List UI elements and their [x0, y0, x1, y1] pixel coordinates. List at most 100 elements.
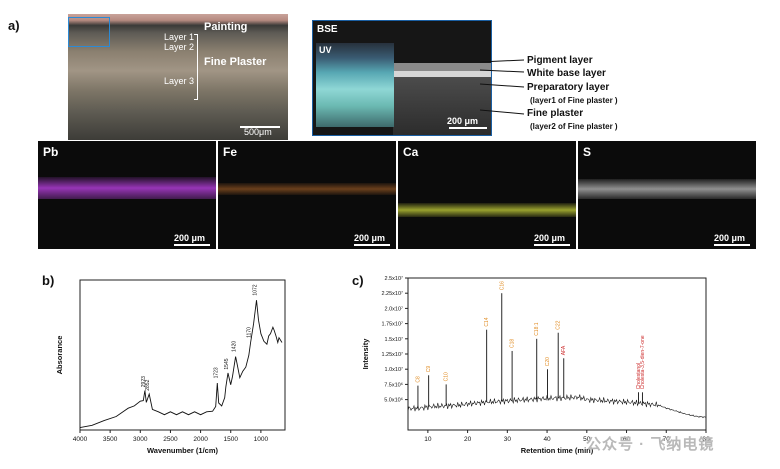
- x-axis-label: Wavenumber (1/cm): [147, 446, 218, 455]
- x-tick-label: 1500: [224, 436, 239, 443]
- map-scalebar: [174, 244, 210, 246]
- eds-map-pb: Pb 200 μm: [38, 141, 216, 249]
- bse-scale-text: 200 μm: [447, 116, 479, 126]
- panel-label-b: b): [42, 273, 55, 288]
- peak-label: C14: [484, 317, 490, 326]
- peak-label: AFA: [561, 345, 567, 355]
- y-axis-label: Intensity: [361, 338, 370, 370]
- peak-label: C22: [556, 320, 562, 329]
- x-tick-label: 4000: [73, 436, 88, 443]
- x-tick-label: 40: [543, 436, 551, 443]
- s-band: [578, 179, 756, 199]
- x-tick-label: 10: [424, 436, 432, 443]
- peak-label: 1420: [232, 341, 238, 352]
- map-scale-text: 200 μm: [714, 233, 746, 243]
- y-tick-label: 5.0x10⁶: [384, 397, 403, 404]
- layer-bracket: [194, 34, 198, 100]
- peak-label: C18:1: [534, 322, 540, 336]
- x-tick-label: 70: [663, 436, 671, 443]
- bse-scalebar: [449, 127, 487, 129]
- ca-band: [398, 203, 576, 217]
- y-tick-label: 1.0x10⁷: [384, 366, 403, 373]
- layer1-label: Layer 1: [164, 32, 195, 42]
- x-tick-label: 30: [504, 436, 512, 443]
- map-element-label: Pb: [43, 145, 59, 159]
- callout-pigment-layer: Pigment layer: [527, 55, 593, 66]
- x-tick-label: 60: [623, 436, 631, 443]
- peak-label: C16: [499, 281, 505, 290]
- map-scale-text: 200 μm: [354, 233, 386, 243]
- y-tick-label: 2.25x10⁷: [381, 290, 403, 297]
- x-tick-label: 1000: [254, 436, 269, 443]
- x-tick-label: 2500: [163, 436, 178, 443]
- chromatogram-baseline: [407, 394, 706, 419]
- x-tick-label: 3500: [103, 436, 118, 443]
- eds-map-s: S 200 μm: [578, 141, 756, 249]
- peak-label: 1170: [247, 327, 253, 338]
- x-tick-label: 20: [464, 436, 472, 443]
- y-tick-label: 2.5x10⁷: [384, 275, 403, 282]
- painting-label: Painting: [204, 21, 248, 33]
- x-axis-label: Retention time (min): [521, 446, 594, 455]
- peak-label: C10: [444, 372, 450, 381]
- layer3-label: Layer 3: [164, 76, 195, 86]
- peak-label: C8: [415, 376, 421, 383]
- y-tick-label: 1.75x10⁷: [381, 321, 403, 328]
- watermark: 公众号 · 飞纳电镜: [586, 436, 715, 453]
- ftir-spectrum-line: [79, 300, 283, 429]
- y-tick-label: 7.5x10⁶: [384, 381, 403, 388]
- panel-label-a: a): [8, 18, 20, 33]
- x-tick-label: 50: [583, 436, 591, 443]
- peak-label: C20: [545, 357, 551, 366]
- fine-plaster-label: Fine Plaster: [204, 56, 267, 68]
- bse-pigment-band: [393, 63, 491, 71]
- peak-label: Cholesta-3,5-dien-7-one: [640, 335, 646, 389]
- micro-scale-text: 500μm: [244, 127, 272, 137]
- bse-plaster: [393, 77, 491, 135]
- map-element-label: Ca: [403, 145, 419, 159]
- optical-micrograph: Painting Layer 1 Layer 2 Fine Plaster La…: [68, 14, 288, 140]
- x-tick-label: 80: [702, 436, 710, 443]
- pb-band: [38, 177, 216, 199]
- callout-fine-plaster: Fine plaster: [527, 108, 584, 119]
- micro-scalebar: [240, 126, 280, 128]
- x-tick-label: 2000: [193, 436, 208, 443]
- y-axis-label: Absorance: [55, 336, 64, 375]
- peak-label: Cholestanol: [636, 363, 642, 389]
- layer2-label: Layer 2: [164, 42, 195, 52]
- roi-box: [68, 17, 110, 47]
- plot-frame: [407, 277, 707, 431]
- gcms-chart: 10 20 30 40 50 60 70 80 5.0x10⁶ 7.5x10⁶ 1.0x10⁷ 1.2…: [361, 275, 710, 455]
- plot-frame: [79, 279, 286, 431]
- map-scalebar: [354, 244, 390, 246]
- callout-leaders: [480, 59, 525, 115]
- callout-white-base-layer: White base layer: [527, 68, 606, 79]
- map-element-label: Fe: [223, 145, 238, 159]
- peak-label: C18: [510, 339, 516, 348]
- peak-label: C9: [426, 366, 432, 373]
- y-tick-label: 1.5x10⁷: [384, 336, 403, 343]
- map-scalebar: [534, 244, 570, 246]
- eds-map-ca: Ca 200 μm: [398, 141, 576, 249]
- callout-preparatory-sub: (layer1 of Fine plaster ): [530, 96, 618, 105]
- x-tick-label: 3000: [133, 436, 148, 443]
- peak-label: 2923: [141, 376, 147, 387]
- fe-band: [218, 183, 396, 195]
- bse-white-band: [393, 71, 491, 77]
- peak-label: 1723: [213, 367, 219, 378]
- uv-title: UV: [319, 45, 332, 55]
- map-scale-text: 200 μm: [174, 233, 206, 243]
- peak-label: 1072: [253, 284, 259, 295]
- peak-label: 1545: [224, 358, 230, 369]
- y-tick-label: 1.25x10⁷: [381, 351, 403, 358]
- uv-inset: UV: [316, 43, 394, 127]
- panel-label-c: c): [352, 273, 364, 288]
- map-scalebar: [714, 244, 750, 246]
- bse-title: BSE: [317, 24, 338, 35]
- callout-fine-plaster-sub: (layer2 of Fine plaster ): [530, 122, 618, 131]
- eds-map-fe: Fe 200 μm: [218, 141, 396, 249]
- ftir-chart: 4000 3500 3000 2500 2000 1500 1000 Wavenumber (…: [55, 279, 286, 455]
- peak-label: 2852: [145, 379, 151, 390]
- callout-preparatory-layer: Preparatory layer: [527, 82, 610, 93]
- y-tick-label: 2.0x10⁷: [384, 305, 403, 312]
